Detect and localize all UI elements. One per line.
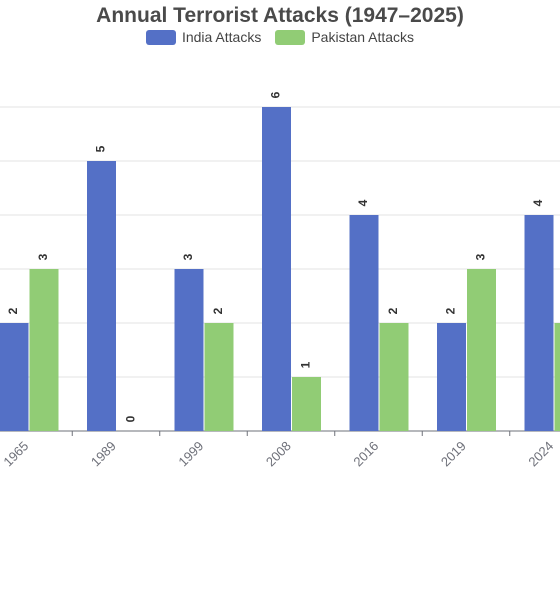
bar-india — [0, 323, 29, 431]
data-label: 1 — [299, 361, 313, 368]
data-label: 2 — [211, 307, 225, 314]
legend-item-india[interactable]: India Attacks — [145, 29, 262, 45]
data-label: 5 — [94, 145, 108, 152]
data-label: 4 — [356, 199, 370, 206]
data-label: 4 — [531, 199, 545, 206]
data-label: 3 — [36, 253, 50, 260]
data-label: 2 — [444, 307, 458, 314]
data-label: 2 — [386, 307, 400, 314]
bar-pakistan — [29, 269, 59, 431]
x-tick-label: 2016 — [350, 438, 381, 469]
chart-title: Annual Terrorist Attacks (1947–2025) — [96, 4, 464, 27]
x-tick-label: 1965 — [0, 438, 31, 469]
x-tick-label: 1999 — [175, 438, 206, 469]
x-tick-label: 2024 — [525, 438, 556, 469]
x-tick-label: 1989 — [88, 438, 119, 469]
bar-india — [524, 215, 554, 431]
x-tick-label: 2019 — [438, 438, 469, 469]
bar-india — [174, 269, 204, 431]
legend-label-pakistan: Pakistan Attacks — [311, 29, 415, 45]
data-label: 3 — [474, 253, 488, 260]
legend-item-pakistan[interactable]: Pakistan Attacks — [275, 29, 414, 45]
data-label: 6 — [269, 91, 283, 98]
bar-pakistan — [379, 323, 409, 431]
legend-label-india: India Attacks — [181, 29, 262, 45]
legend-swatch-pakistan — [275, 29, 306, 45]
bar-pakistan — [467, 269, 496, 431]
bar-pakistan — [204, 323, 234, 431]
data-label: 3 — [181, 253, 195, 260]
bar-india — [87, 161, 116, 431]
bar-india — [262, 107, 291, 431]
bar-pakistan — [554, 323, 560, 431]
legend-swatch-india — [145, 29, 176, 45]
bar-india — [349, 215, 379, 431]
x-tick-label: 2008 — [263, 438, 294, 469]
bar-pakistan — [292, 377, 321, 431]
data-label: 2 — [6, 307, 20, 314]
bar-india — [437, 323, 466, 431]
legend: India Attacks Pakistan Attacks — [0, 29, 560, 45]
data-label: 0 — [124, 415, 138, 422]
